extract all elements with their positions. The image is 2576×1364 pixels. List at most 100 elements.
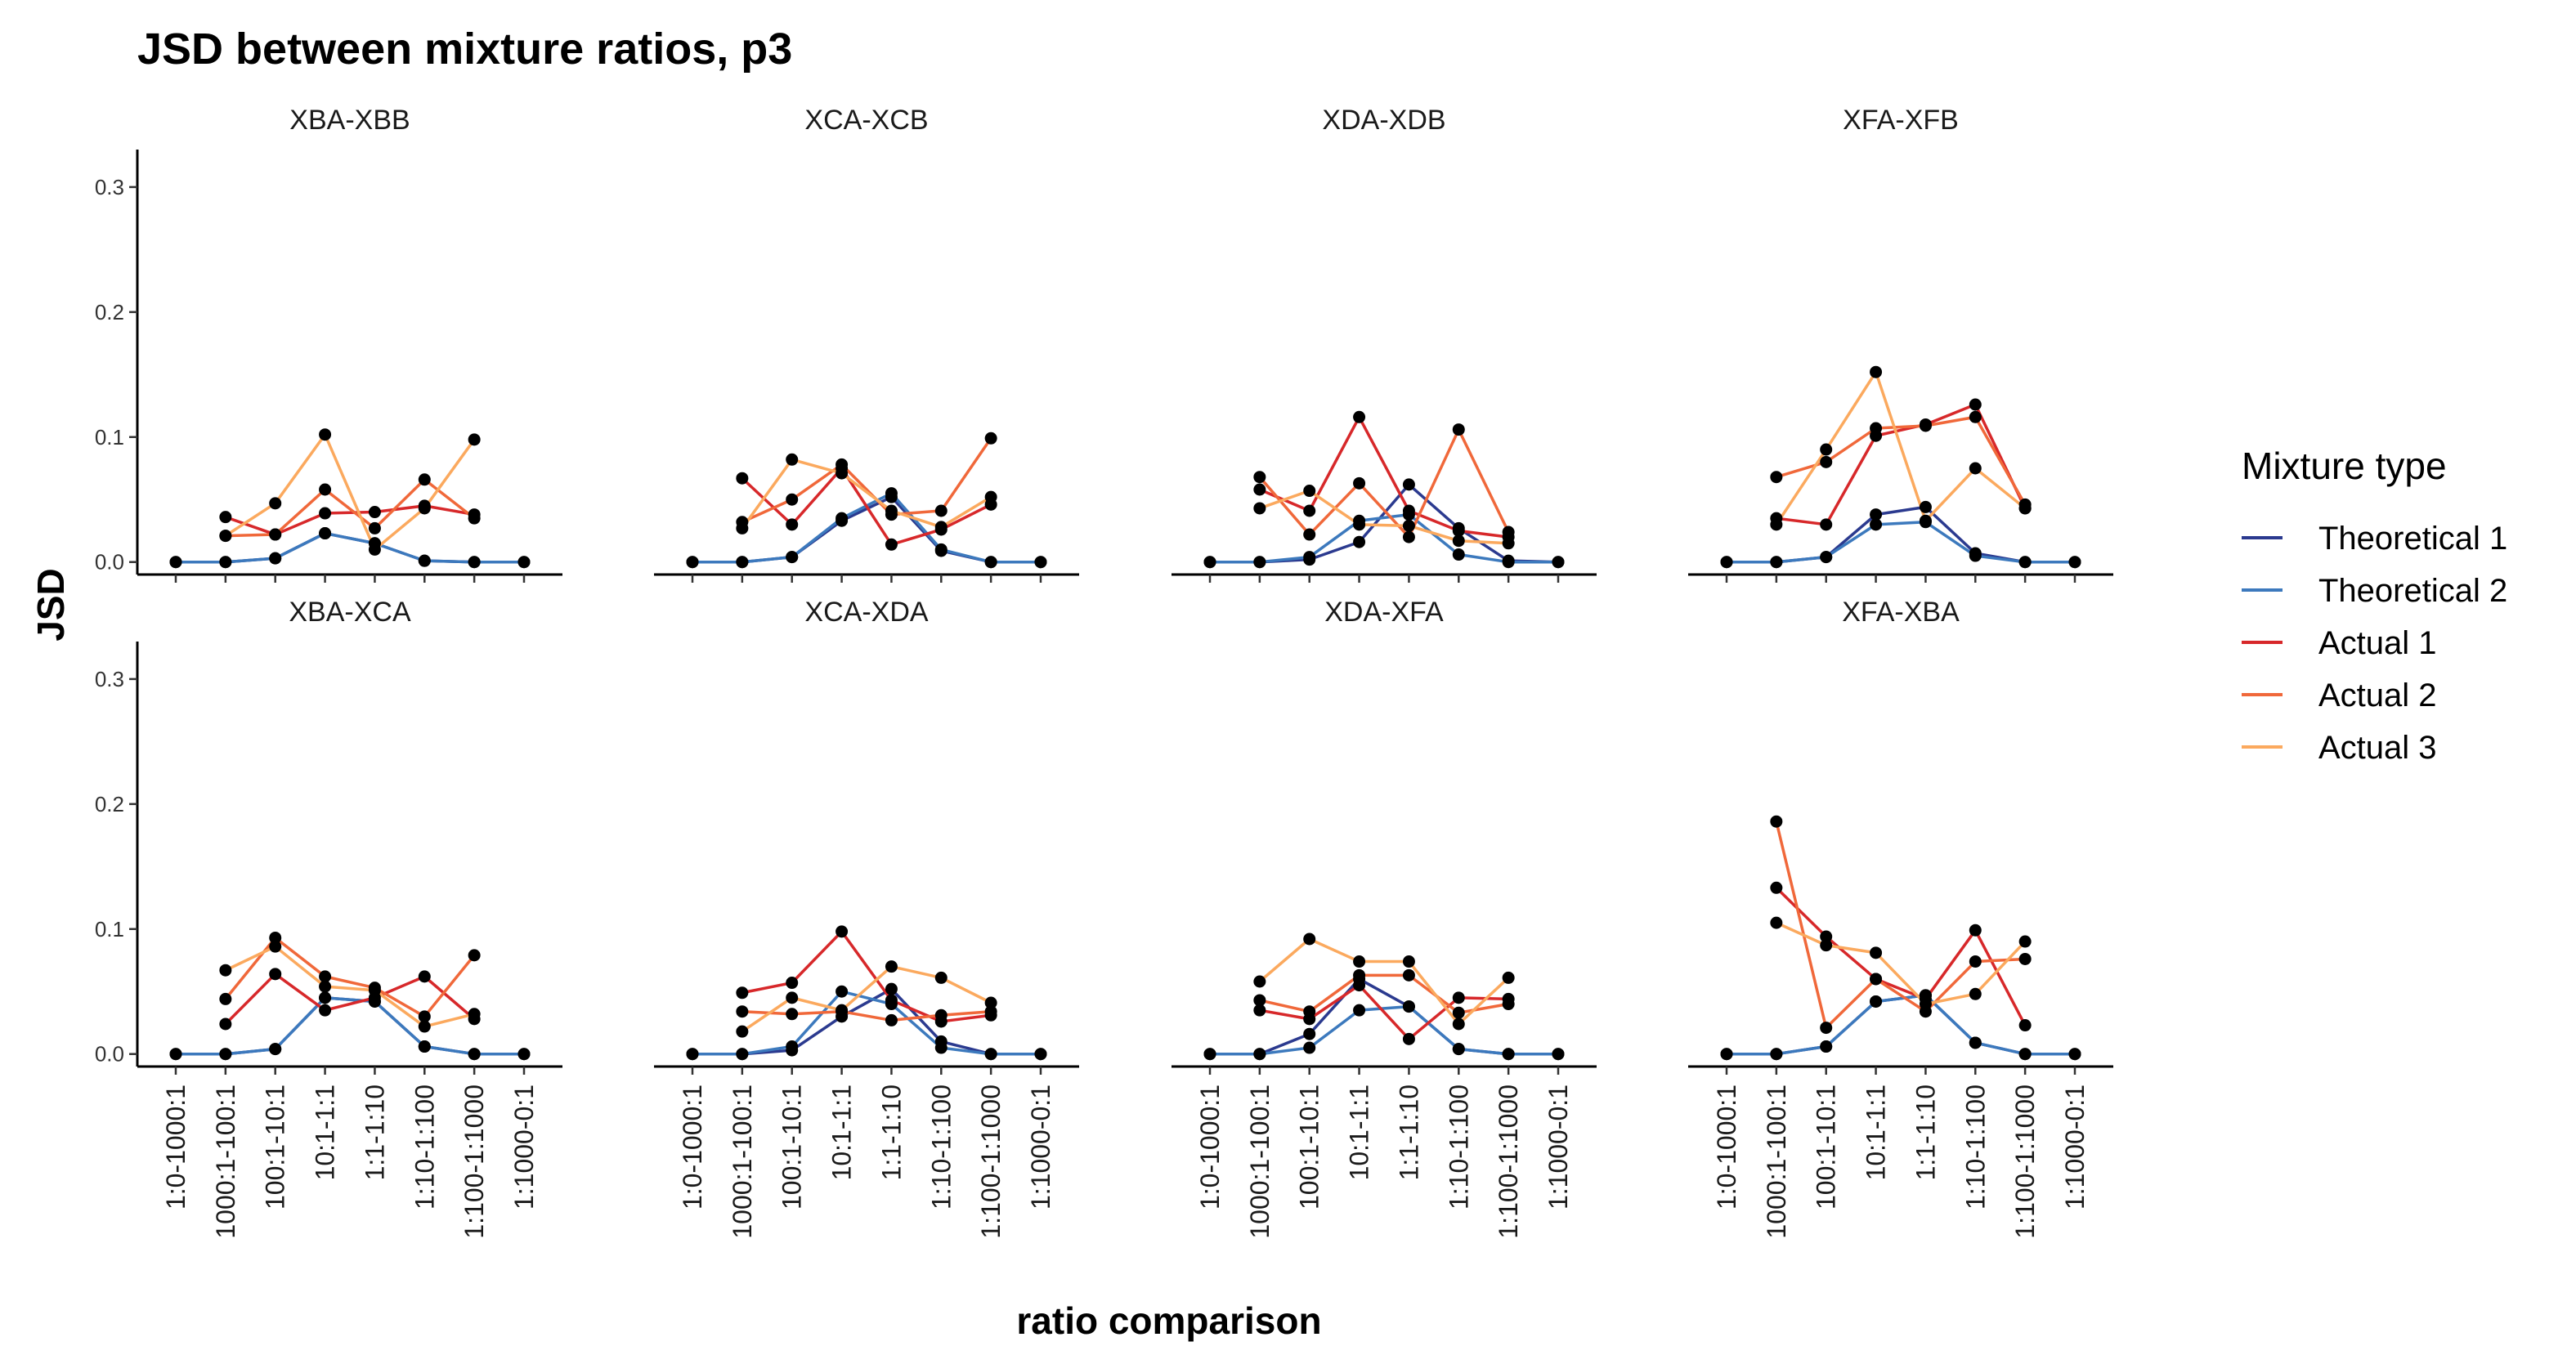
data-point bbox=[517, 1048, 531, 1061]
data-point bbox=[836, 458, 849, 471]
x-tick-label: 1:0-1000:1 bbox=[1195, 1084, 1225, 1210]
data-point bbox=[2018, 935, 2032, 948]
series-line bbox=[1258, 427, 1510, 539]
data-point bbox=[319, 527, 332, 540]
data-point bbox=[517, 556, 531, 569]
panel: XCA-XDA 1:0-1000:1 1000:1-100:1 100:1-10:1 1… bbox=[654, 597, 1079, 1239]
y-tick-label: 0.3 bbox=[95, 667, 124, 691]
panel: XCA-XCB bbox=[654, 105, 1079, 583]
data-point bbox=[836, 1004, 849, 1017]
data-point bbox=[319, 507, 332, 520]
data-point bbox=[1353, 518, 1366, 531]
x-tick-label: 100:1-10:1 bbox=[1295, 1084, 1324, 1210]
data-point bbox=[934, 504, 948, 517]
data-point bbox=[1770, 556, 1783, 569]
panel-strip-label: XBA-XCA bbox=[289, 597, 411, 628]
data-point bbox=[1870, 508, 1883, 521]
data-point bbox=[269, 968, 282, 981]
x-tick-label: 1:10-1:100 bbox=[410, 1084, 439, 1210]
data-point bbox=[269, 931, 282, 944]
series-line bbox=[224, 504, 476, 536]
series-line bbox=[1775, 820, 2027, 1030]
data-point bbox=[1820, 551, 1833, 564]
data-point bbox=[1720, 556, 1733, 569]
panel-strip-label: XDA-XFA bbox=[1324, 597, 1444, 628]
data-point bbox=[836, 985, 849, 998]
data-point bbox=[319, 970, 332, 983]
data-point bbox=[219, 511, 232, 524]
data-point bbox=[885, 982, 898, 995]
data-point bbox=[1720, 1048, 1733, 1061]
data-point bbox=[1502, 1048, 1515, 1061]
data-point bbox=[885, 487, 898, 500]
data-point bbox=[1919, 998, 1932, 1011]
panel: XDA-XDB bbox=[1172, 105, 1597, 583]
data-point bbox=[269, 1043, 282, 1056]
data-point bbox=[1452, 423, 1465, 436]
data-point bbox=[1303, 551, 1316, 564]
data-point bbox=[1452, 1006, 1465, 1019]
y-tick-label: 0.0 bbox=[95, 1042, 124, 1067]
data-point bbox=[885, 538, 898, 551]
data-point bbox=[1203, 1048, 1216, 1061]
data-point bbox=[686, 1048, 699, 1061]
data-point bbox=[984, 432, 997, 445]
series-line bbox=[741, 467, 992, 547]
series-line bbox=[174, 531, 526, 564]
data-point bbox=[1303, 528, 1316, 541]
data-point bbox=[1969, 1036, 1982, 1049]
data-point bbox=[2018, 502, 2032, 515]
data-point bbox=[219, 1017, 232, 1031]
data-point bbox=[885, 994, 898, 1007]
series-line bbox=[1258, 937, 1510, 1026]
data-point bbox=[686, 556, 699, 569]
data-point bbox=[1552, 1048, 1565, 1061]
data-point bbox=[1969, 987, 1982, 1000]
data-point bbox=[418, 1010, 431, 1023]
data-point bbox=[368, 521, 381, 534]
data-point bbox=[1919, 514, 1932, 527]
x-tick-label: 1:1-1:10 bbox=[1911, 1084, 1940, 1180]
data-point bbox=[736, 1005, 749, 1018]
x-tick-label: 1:1-1:10 bbox=[876, 1084, 906, 1180]
series-line bbox=[224, 478, 476, 538]
panel-grid: XBA-XBB 0.0 0.1 0.2 0.3 XCA-XCB XDA-XDB XFA-XFB… bbox=[95, 105, 2113, 1239]
data-point bbox=[1919, 500, 1932, 513]
y-tick-label: 0.2 bbox=[95, 300, 124, 324]
series-line bbox=[224, 432, 476, 552]
data-point bbox=[736, 986, 749, 1000]
y-axis-title: JSD bbox=[29, 568, 72, 641]
data-point bbox=[1353, 968, 1366, 982]
data-point bbox=[1303, 504, 1316, 517]
data-point bbox=[418, 1040, 431, 1053]
data-point bbox=[1452, 1017, 1465, 1031]
x-tick-label: 1:1000-0:1 bbox=[1543, 1084, 1573, 1210]
y-tick-label: 0.3 bbox=[95, 175, 124, 199]
data-point bbox=[1353, 1004, 1366, 1017]
data-point bbox=[1870, 995, 1883, 1008]
series-line bbox=[1258, 973, 1510, 1014]
data-point bbox=[219, 556, 232, 569]
data-point bbox=[2018, 1019, 2032, 1032]
series-line bbox=[224, 973, 476, 1026]
data-point bbox=[269, 497, 282, 510]
data-point bbox=[1452, 548, 1465, 561]
data-point bbox=[934, 543, 948, 556]
x-tick-label: 1:1000-0:1 bbox=[509, 1084, 539, 1210]
x-tick-label: 1:100-1:1000 bbox=[459, 1084, 489, 1239]
data-point bbox=[984, 556, 997, 569]
data-point bbox=[219, 530, 232, 543]
x-tick-label: 1:1-1:10 bbox=[360, 1084, 389, 1180]
legend-label: Theoretical 2 bbox=[2318, 573, 2507, 609]
data-point bbox=[1034, 556, 1047, 569]
data-point bbox=[1919, 419, 1932, 432]
panel-strip-label: XFA-XFB bbox=[1843, 105, 1959, 136]
data-point bbox=[1353, 535, 1366, 548]
series-line bbox=[1208, 512, 1560, 564]
x-tick-label: 1:100-1:1000 bbox=[1494, 1084, 1523, 1239]
data-point bbox=[418, 502, 431, 515]
data-point bbox=[885, 1013, 898, 1026]
data-point bbox=[1353, 476, 1366, 490]
data-point bbox=[1969, 923, 1982, 937]
data-point bbox=[1770, 1048, 1783, 1061]
